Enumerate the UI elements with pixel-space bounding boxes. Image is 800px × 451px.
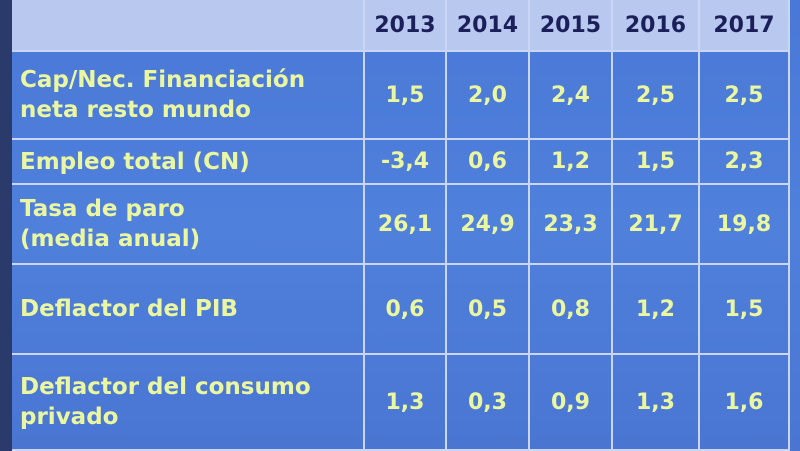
value-cell: 2,5 [700, 52, 790, 140]
row-label: Deflactor del consumo privado [12, 355, 365, 451]
slide-edge [0, 0, 12, 451]
label-line: Cap/Nec. Financiación [20, 67, 306, 93]
value-cell: 24,9 [447, 185, 530, 265]
value-cell: 0,5 [447, 265, 530, 355]
value: 1,5 [724, 296, 764, 322]
value-cell: 1,5 [700, 265, 790, 355]
year: 2015 [539, 12, 602, 38]
value: 0,5 [468, 296, 507, 322]
value: 1,6 [724, 389, 764, 415]
value-cell: 0,8 [530, 265, 613, 355]
value: -3,4 [380, 149, 430, 174]
value: 2,3 [724, 149, 764, 174]
value-cell: 23,3 [530, 185, 613, 265]
value-cell: 1,3 [365, 355, 447, 451]
value: 19,8 [716, 211, 772, 237]
value: 26,1 [377, 211, 433, 237]
value: 2,5 [636, 82, 675, 108]
year: 2013 [374, 12, 436, 38]
label-line: Tasa de paro [20, 196, 185, 222]
label-line: (media anual) [20, 226, 201, 252]
value-cell: 1,6 [700, 355, 790, 451]
value: 1,5 [385, 82, 425, 108]
row-label: Cap/Nec. Financiación neta resto mundo [12, 52, 365, 140]
value-cell: 0,6 [447, 140, 530, 185]
year: 2016 [624, 12, 687, 38]
value-cell: -3,4 [365, 140, 447, 185]
value: 2,4 [551, 82, 590, 108]
label-line: Deflactor del consumo [20, 374, 311, 400]
value-cell: 19,8 [700, 185, 790, 265]
year: 2014 [456, 12, 519, 38]
value: 0,8 [551, 296, 590, 322]
header-cell: 2015 [530, 0, 613, 52]
value-cell: 0,9 [530, 355, 613, 451]
value: 1,3 [385, 389, 425, 415]
value: 1,2 [551, 149, 590, 174]
value: 1,2 [636, 296, 675, 322]
value-cell: 2,0 [447, 52, 530, 140]
value: 2,0 [468, 82, 507, 108]
value: 0,3 [468, 389, 507, 415]
label-line: privado [20, 404, 119, 430]
value-cell: 2,4 [530, 52, 613, 140]
year: 2017 [713, 12, 775, 38]
value-cell: 1,5 [365, 52, 447, 140]
value: 1,5 [636, 149, 675, 174]
value-cell: 2,3 [700, 140, 790, 185]
value-cell: 1,3 [613, 355, 700, 451]
row-label: Deflactor del PIB [12, 265, 365, 355]
value-cell: 2,5 [613, 52, 700, 140]
header-corner [12, 0, 365, 52]
value-cell: 26,1 [365, 185, 447, 265]
value: 0,6 [385, 296, 425, 322]
label-line: neta resto mundo [20, 97, 251, 123]
value: 24,9 [460, 211, 515, 237]
value: 1,3 [636, 389, 675, 415]
value: 23,3 [543, 211, 598, 237]
header-cell: 2014 [447, 0, 530, 52]
label-line: Empleo total (CN) [20, 148, 250, 175]
value-cell: 21,7 [613, 185, 700, 265]
value: 0,9 [551, 389, 590, 415]
value: 21,7 [628, 211, 683, 237]
value-cell: 1,2 [530, 140, 613, 185]
value: 0,6 [468, 149, 507, 174]
row-label: Tasa de paro (media anual) [12, 185, 365, 265]
row-label: Empleo total (CN) [12, 140, 365, 185]
header-cell: 2013 [365, 0, 447, 52]
value-cell: 0,3 [447, 355, 530, 451]
value-cell: 1,2 [613, 265, 700, 355]
header-cell: 2017 [700, 0, 790, 52]
value-cell: 0,6 [365, 265, 447, 355]
header-cell: 2016 [613, 0, 700, 52]
value-cell: 1,5 [613, 140, 700, 185]
value: 2,5 [724, 82, 764, 108]
label-line: Deflactor del PIB [20, 296, 238, 322]
